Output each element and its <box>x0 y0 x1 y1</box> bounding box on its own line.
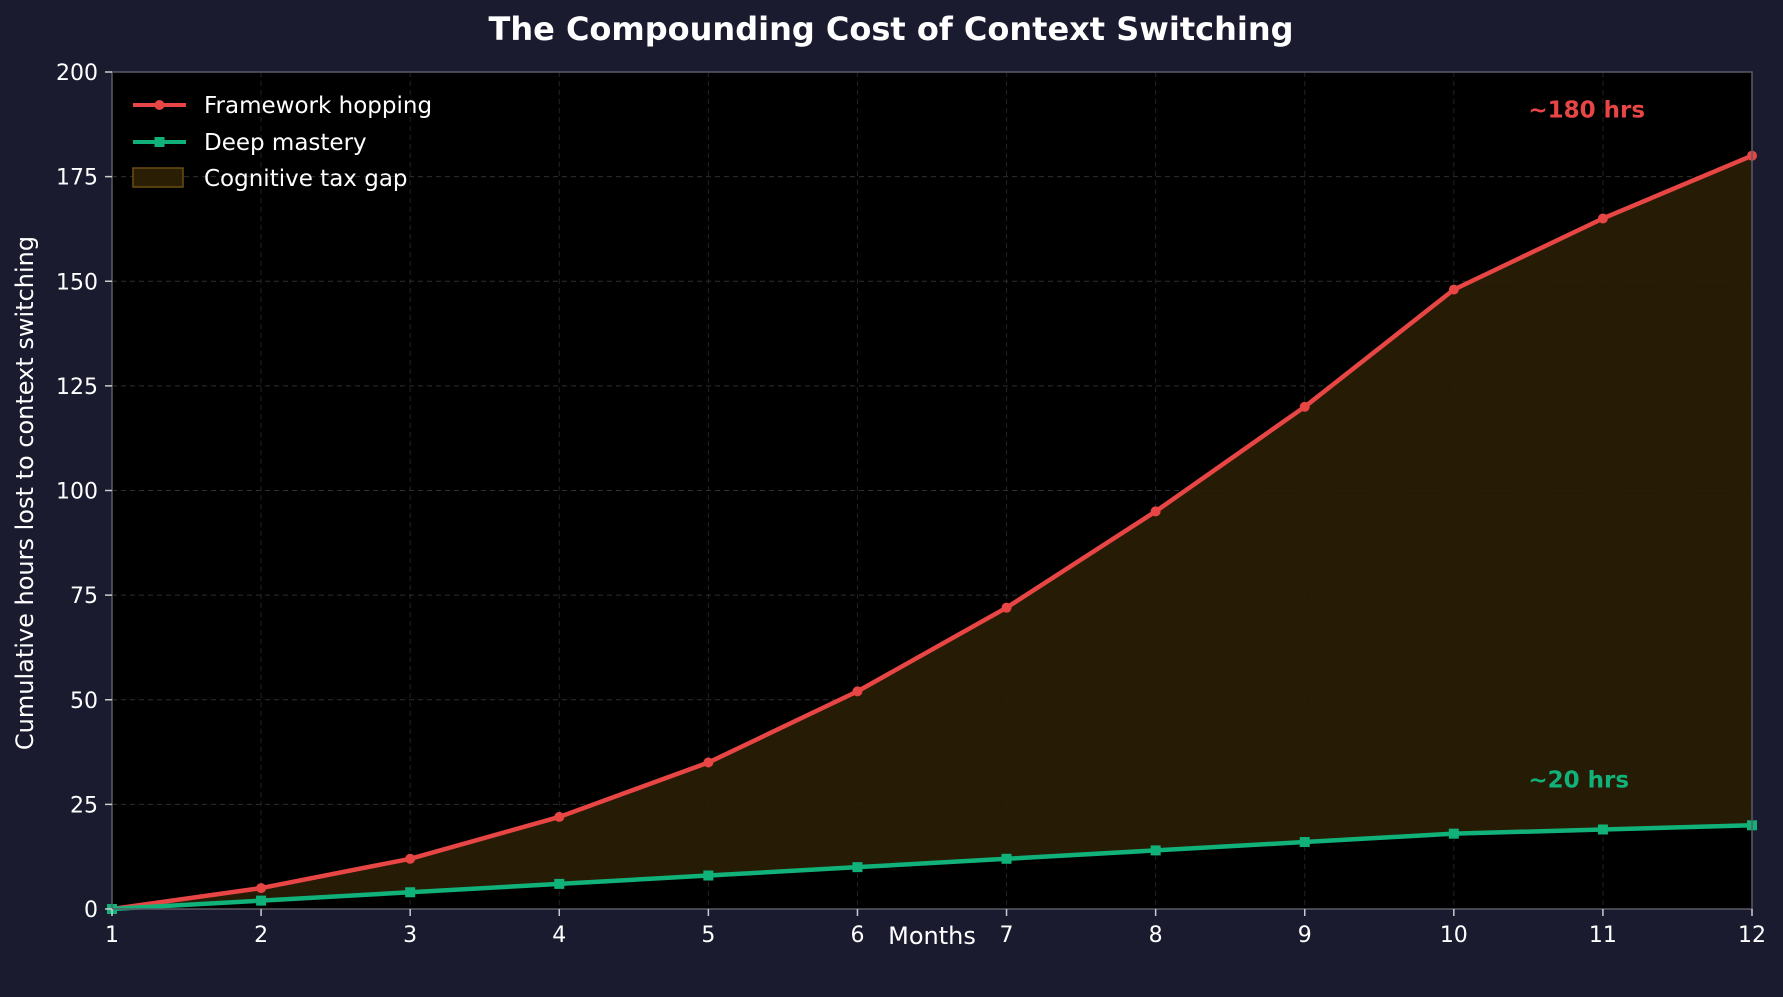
x-tick-label-8: 8 <box>1149 923 1163 948</box>
legend-swatch-cognitive-tax-gap <box>132 167 184 188</box>
x-tick-label-7: 7 <box>1000 923 1014 948</box>
point-deep-mastery-10 <box>1448 828 1459 839</box>
point-deep-mastery-5 <box>703 870 714 881</box>
legend: Framework hopping Deep mastery Cognitive… <box>132 93 432 192</box>
y-tick-label-25: 25 <box>70 793 98 818</box>
x-tick-label-9: 9 <box>1298 923 1312 948</box>
axes <box>105 71 1753 916</box>
x-tick-label-6: 6 <box>850 923 864 948</box>
y-axis-label: Cumulative hours lost to context switchi… <box>11 236 39 750</box>
annotation-0: ~180 hrs <box>1528 98 1645 124</box>
cognitive-tax-gap-area <box>112 155 1752 909</box>
point-framework-hopping-8 <box>1150 506 1161 517</box>
y-tick-label-50: 50 <box>70 689 98 714</box>
point-framework-hopping-3 <box>405 853 416 864</box>
x-tick-label-4: 4 <box>552 923 566 948</box>
point-deep-mastery-2 <box>256 895 267 906</box>
point-framework-hopping-4 <box>554 811 565 822</box>
point-deep-mastery-9 <box>1299 837 1310 848</box>
y-tick-label-175: 175 <box>56 166 98 191</box>
series-line-deep-mastery <box>109 823 1755 912</box>
x-tick-label-12: 12 <box>1738 923 1766 948</box>
x-tick-label-10: 10 <box>1440 923 1468 948</box>
point-deep-mastery-8 <box>1150 845 1161 856</box>
point-framework-hopping-5 <box>703 757 714 768</box>
y-tick-label-125: 125 <box>56 375 98 400</box>
legend-marker-framework-hopping <box>154 100 165 110</box>
legend-label-deep-mastery: Deep mastery <box>204 130 367 156</box>
x-axis-label: Months <box>888 922 976 950</box>
point-deep-mastery-7 <box>1001 853 1012 864</box>
point-deep-mastery-11 <box>1597 824 1608 835</box>
x-tick-label-1: 1 <box>105 923 119 948</box>
point-framework-hopping-10 <box>1448 284 1459 295</box>
series-framework-hopping <box>107 150 1757 914</box>
x-tick-label-2: 2 <box>254 923 268 948</box>
y-tick-label-100: 100 <box>56 480 98 505</box>
chart-title: The Compounding Cost of Context Switchin… <box>488 10 1293 48</box>
point-framework-hopping-6 <box>852 686 863 697</box>
series-layer <box>107 150 1757 914</box>
point-framework-hopping-7 <box>1001 602 1012 613</box>
annotations: ~180 hrs ~20 hrs <box>1528 98 1645 794</box>
point-framework-hopping-9 <box>1299 401 1310 412</box>
series-line-framework-hopping <box>109 153 1755 912</box>
y-tick-label-200: 200 <box>56 61 98 86</box>
y-tick-label-0: 0 <box>84 898 98 923</box>
annotation-1: ~20 hrs <box>1528 767 1629 793</box>
point-deep-mastery-3 <box>405 887 416 898</box>
point-deep-mastery-6 <box>852 862 863 873</box>
x-tick-label-11: 11 <box>1589 923 1617 948</box>
legend-label-cognitive-tax-gap: Cognitive tax gap <box>204 166 408 192</box>
point-deep-mastery-4 <box>554 878 565 889</box>
x-tick-label-5: 5 <box>701 923 715 948</box>
y-tick-label-75: 75 <box>70 584 98 609</box>
legend-marker-deep-mastery <box>154 137 165 147</box>
legend-label-framework-hopping: Framework hopping <box>204 93 432 119</box>
point-framework-hopping-2 <box>256 883 267 894</box>
point-framework-hopping-11 <box>1597 213 1608 224</box>
x-tick-label-3: 3 <box>403 923 417 948</box>
y-tick-label-150: 150 <box>56 270 98 295</box>
